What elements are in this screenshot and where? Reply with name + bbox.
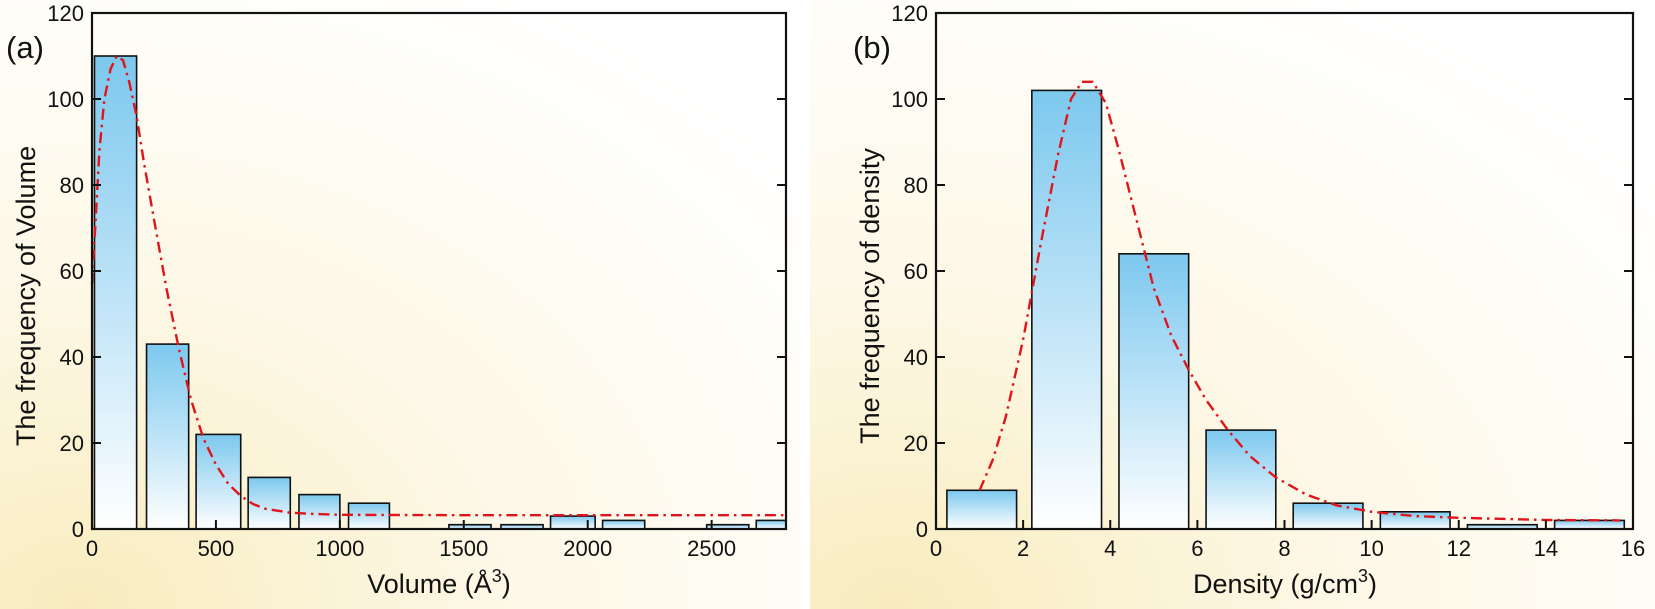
panel-b-ytick-label-3: 60 xyxy=(904,259,928,284)
panel-b-xlabel: Density (g/cm3) xyxy=(1193,566,1377,599)
panel-b-bar-0 xyxy=(946,489,1018,530)
panel-a-ytick-label-0: 0 xyxy=(72,517,84,542)
panel-a-ytick-label-4: 80 xyxy=(60,173,84,198)
panel-b-bar-2 xyxy=(1118,253,1190,530)
panel-a-bar-9 xyxy=(601,519,646,530)
panel-b-ytick-label-5: 100 xyxy=(891,87,928,112)
panel-b-xtick-label-5: 10 xyxy=(1359,536,1383,561)
panel-a-ytick-label-5: 100 xyxy=(47,87,84,112)
panel-a-xlabel-sup: 3 xyxy=(492,566,502,586)
panel-b-xtick-label-6: 12 xyxy=(1447,536,1471,561)
panel-b-bar-7 xyxy=(1553,519,1626,530)
panel-b-ytick-label-1: 20 xyxy=(904,431,928,456)
panel-density-histogram: 0 2 4 6 8 10 12 14 16 0 20 40 60 80 100 120 (b) The fre… xyxy=(810,0,1655,609)
panel-b-xtick-label-1: 2 xyxy=(1017,536,1029,561)
panel-b-xlabel-close: ) xyxy=(1368,569,1377,599)
panel-b-ytick-label-0: 0 xyxy=(916,517,928,542)
panel-a-ylabel: The frequency of Volume xyxy=(11,146,41,446)
panel-b-xtick-label-4: 8 xyxy=(1278,536,1290,561)
panel-a-bar-11 xyxy=(755,519,787,530)
panel-b-xtick-label-7: 14 xyxy=(1534,536,1558,561)
panel-b-xlabel-main: Density (g/cm xyxy=(1193,569,1358,599)
panel-b-xlabel-sup: 3 xyxy=(1358,566,1368,586)
panel-a-ytick-label-1: 20 xyxy=(60,431,84,456)
panel-a-xlabel-close: ) xyxy=(502,569,511,599)
panel-b-xtick-label-8: 16 xyxy=(1621,536,1645,561)
panel-b-bar-1 xyxy=(1031,89,1103,530)
panel-b-xtick-label-3: 6 xyxy=(1191,536,1203,561)
panel-a-xtick-label-3: 1500 xyxy=(439,536,488,561)
panel-a-xtick-label-4: 2000 xyxy=(563,536,612,561)
panel-a-bar-2 xyxy=(195,433,242,530)
panel-b-tag: (b) xyxy=(853,30,891,65)
panel-b-ytick-label-4: 80 xyxy=(904,173,928,198)
panel-a-xtick-label-5: 2500 xyxy=(687,536,736,561)
panel-a-bar-3 xyxy=(247,476,292,530)
panel-a-bar-4 xyxy=(298,493,341,530)
panel-a-fit-curve xyxy=(90,54,786,517)
panel-b-bar-5 xyxy=(1379,510,1451,530)
panel-b-xtick-label-2: 4 xyxy=(1104,536,1116,561)
panel-a-ytick-label-2: 40 xyxy=(60,345,84,370)
panel-b-bar-4 xyxy=(1292,502,1364,530)
panel-a-xlabel-main: Volume (Å xyxy=(367,568,492,599)
panel-a-tag: (a) xyxy=(6,30,44,65)
panel-a-xtick-label-1: 500 xyxy=(198,536,235,561)
panel-a-xtick-label-2: 1000 xyxy=(315,536,364,561)
panel-a-xlabel: Volume (Å3) xyxy=(367,566,511,599)
panel-b-ylabel: The frequency of density xyxy=(855,148,885,444)
panel-a-xtick-label-0: 0 xyxy=(86,536,98,561)
panel-b-ytick-label-6: 120 xyxy=(891,1,928,26)
panel-b-fit-curve xyxy=(978,80,1620,522)
panel-a-bar-1 xyxy=(145,343,190,530)
panel-a-ytick-label-3: 60 xyxy=(60,259,84,284)
panel-a-ytick-label-6: 120 xyxy=(47,1,84,26)
panel-b-xtick-label-0: 0 xyxy=(930,536,942,561)
panel-b-ytick-label-2: 40 xyxy=(904,345,928,370)
